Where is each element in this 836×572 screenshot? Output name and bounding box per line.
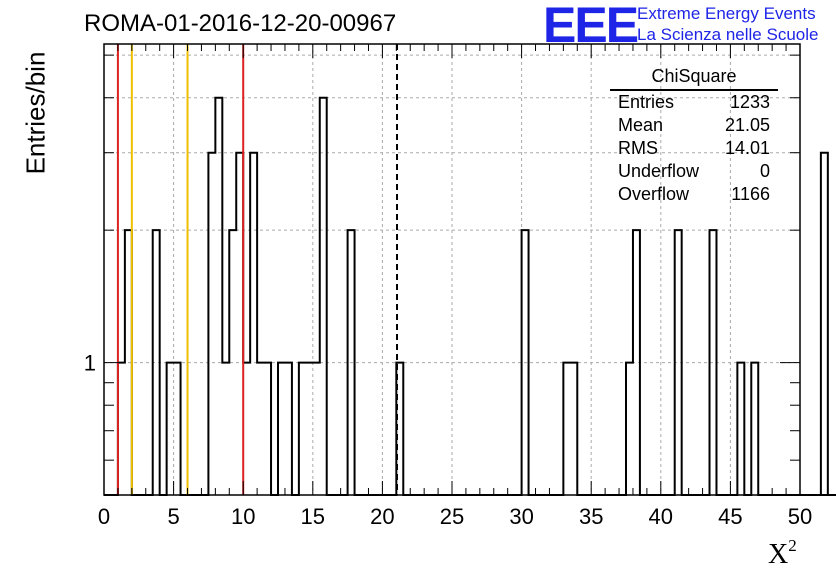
stat-label: Mean <box>618 115 664 135</box>
stats-box: ChiSquare Entries 1233 Mean 21.05 RMS 14.01… <box>610 66 778 206</box>
stats-title: ChiSquare <box>610 66 778 91</box>
x-tick-label: 0 <box>98 504 110 529</box>
stat-value: 1233 <box>729 92 770 112</box>
stat-label: Entries <box>618 92 675 112</box>
y-tick-label: 1 <box>84 351 96 376</box>
x-tick-label: 15 <box>301 504 325 529</box>
x-tick-label: 40 <box>649 504 673 529</box>
stat-row-underflow: Underflow 0 <box>610 160 778 183</box>
stat-row-entries: Entries 1233 <box>610 91 778 114</box>
x-tick-label: 50 <box>788 504 812 529</box>
x-axis-label: X2 <box>768 536 797 571</box>
x-axis-label-base: X <box>768 539 789 570</box>
y-axis-label: Entries/bin <box>20 51 51 175</box>
stat-value: 0 <box>759 161 770 181</box>
stat-value: 21.05 <box>724 115 770 135</box>
x-tick-label: 30 <box>509 504 533 529</box>
x-tick-label: 25 <box>440 504 464 529</box>
x-tick-label: 5 <box>167 504 179 529</box>
stat-row-rms: RMS 14.01 <box>610 137 778 160</box>
x-tick-label: 45 <box>718 504 742 529</box>
stat-label: RMS <box>618 138 658 158</box>
x-tick-label: 20 <box>370 504 394 529</box>
logo-mark: EEE <box>543 0 639 53</box>
stat-row-mean: Mean 21.05 <box>610 114 778 137</box>
stat-value: 14.01 <box>724 138 770 158</box>
x-axis-label-exponent: 2 <box>788 536 797 555</box>
stat-label: Overflow <box>618 184 690 204</box>
stat-value: 1166 <box>731 184 770 204</box>
x-tick-label: 35 <box>579 504 603 529</box>
stat-label: Underflow <box>618 161 700 181</box>
logo-line-2: La Scienza nelle Scuole <box>637 25 819 44</box>
logo-line-1: Extreme Energy Events <box>637 4 816 23</box>
chart-title: ROMA-01-2016-12-20-00967 <box>84 10 397 37</box>
x-tick-label: 10 <box>231 504 255 529</box>
stat-row-overflow: Overflow 1166 <box>610 183 778 206</box>
